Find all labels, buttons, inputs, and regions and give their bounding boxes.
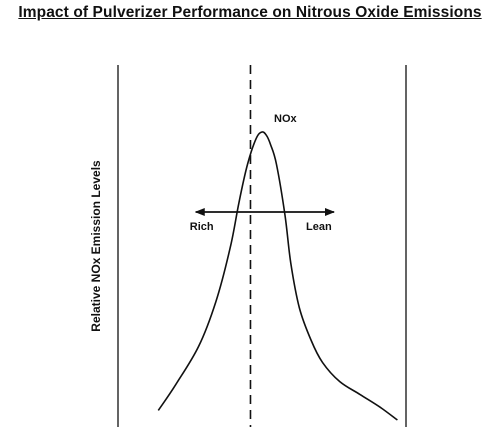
nox-series-label: NOx: [274, 113, 298, 125]
y-axis-label: Relative NOx Emission Levels: [89, 160, 103, 332]
rich-label: Rich: [190, 221, 214, 233]
lean-label: Lean: [306, 221, 332, 233]
chart-title: Impact of Pulverizer Performance on Nitr…: [18, 4, 482, 21]
nox-curve: [157, 131, 398, 421]
